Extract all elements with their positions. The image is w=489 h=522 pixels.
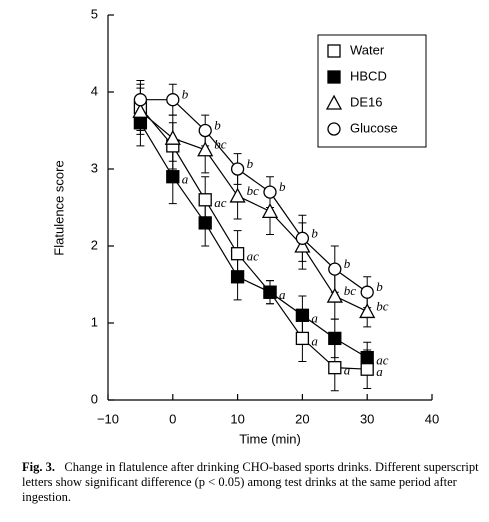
marker	[263, 185, 277, 199]
marker	[328, 331, 342, 346]
marker	[326, 287, 343, 303]
marker	[133, 93, 148, 107]
y-tick-label: 0	[91, 391, 98, 406]
significance-letter: b	[214, 117, 221, 132]
significance-letter: a	[344, 363, 351, 378]
significance-letter: a	[376, 364, 383, 379]
x-tick-label: 40	[425, 411, 439, 426]
marker	[328, 361, 342, 375]
marker	[360, 285, 374, 299]
marker	[230, 270, 245, 284]
significance-letter: a	[311, 310, 318, 325]
legend: Water HBCD DE16 Glucose	[317, 34, 427, 148]
y-tick-label: 1	[91, 314, 98, 329]
significance-letter: b	[311, 225, 318, 240]
marker	[230, 162, 245, 176]
x-tick-label: 0	[169, 411, 176, 426]
significance-letter: ac	[247, 249, 260, 264]
marker	[198, 123, 212, 138]
marker	[133, 116, 148, 130]
marker	[325, 94, 343, 110]
marker	[261, 202, 279, 219]
x-tick-label: 30	[360, 411, 374, 426]
significance-letter: bc	[247, 183, 260, 198]
significance-letter: b	[376, 279, 383, 294]
marker	[166, 170, 180, 184]
legend-label: Water	[350, 42, 385, 57]
marker	[359, 303, 376, 319]
y-tick-label: 4	[91, 83, 98, 98]
caption-text: Change in flatulence after drinking CHO-…	[22, 460, 479, 504]
marker	[198, 193, 212, 207]
marker	[295, 231, 310, 245]
caption: Fig. 3. Change in flatulence after drink…	[22, 460, 480, 505]
marker	[327, 122, 341, 136]
marker	[327, 44, 341, 58]
significance-letter: b	[247, 156, 254, 171]
significance-letter: b	[182, 87, 189, 102]
marker	[230, 247, 245, 261]
marker	[328, 262, 342, 276]
marker	[295, 331, 310, 346]
series-line	[139, 122, 368, 359]
caption-label: Fig. 3.	[22, 460, 55, 474]
legend-label: HBCD	[350, 68, 387, 83]
legend-label: DE16	[350, 94, 383, 109]
marker	[164, 129, 181, 145]
marker	[295, 308, 310, 322]
significance-letter: b	[344, 256, 351, 271]
significance-letter: bc	[344, 283, 357, 298]
x-tick-label: −10	[97, 411, 119, 426]
x-axis-label: Time (min)	[239, 431, 301, 446]
y-tick-label: 5	[91, 6, 98, 21]
x-tick-label: 20	[295, 411, 309, 426]
marker	[198, 216, 212, 230]
marker	[197, 141, 214, 157]
significance-letter: b	[279, 179, 286, 194]
y-tick-label: 3	[91, 160, 98, 175]
x-tick-label: 10	[230, 411, 244, 426]
significance-letter: a	[311, 333, 318, 348]
significance-letter: a	[279, 287, 286, 302]
marker	[327, 70, 341, 84]
marker	[132, 102, 149, 118]
marker	[166, 93, 180, 107]
marker	[294, 237, 311, 253]
legend-label: Glucose	[350, 120, 398, 135]
y-tick-label: 2	[91, 237, 98, 252]
marker	[360, 350, 374, 365]
significance-letter: ac	[376, 353, 389, 368]
marker	[263, 285, 277, 299]
significance-letter: bc	[214, 137, 227, 152]
chart: Time (min) Flatulence score −10 0 10 20 30 40…	[51, 6, 439, 446]
marker	[360, 362, 374, 376]
significance-letter: ac	[214, 195, 227, 210]
y-axis-label: Flatulence score	[51, 160, 66, 255]
marker	[229, 187, 246, 203]
significance-letter: bc	[376, 298, 389, 313]
significance-letter: a	[182, 172, 189, 187]
series-line	[140, 99, 368, 293]
